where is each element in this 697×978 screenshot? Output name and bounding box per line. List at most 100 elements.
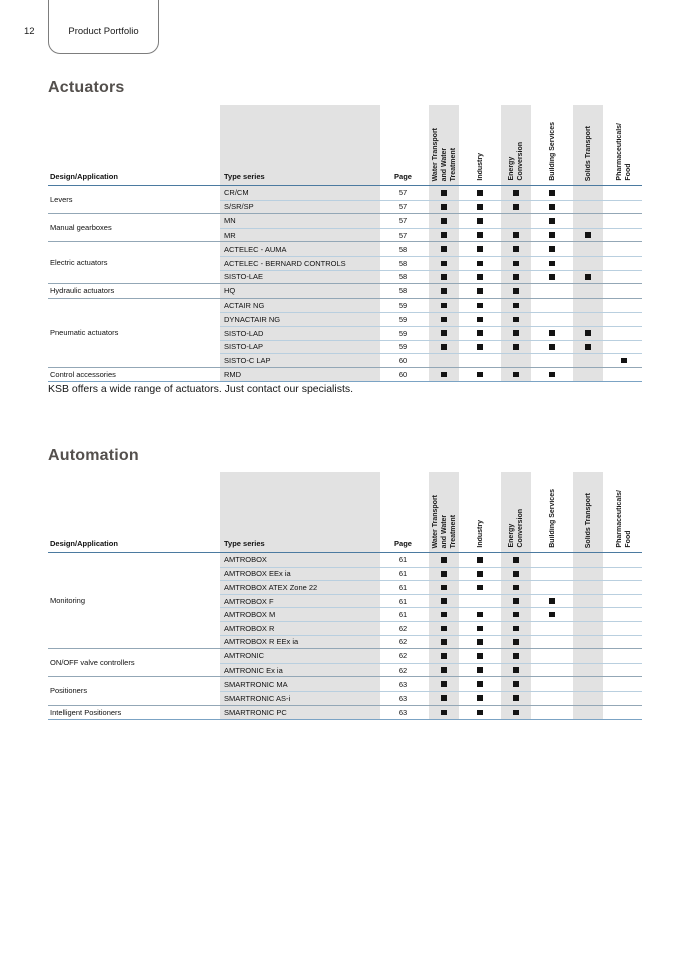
applicability-mark xyxy=(477,639,483,645)
table-row: MN 57 xyxy=(220,214,642,228)
page-cell: 62 xyxy=(398,651,408,661)
category-cell xyxy=(534,229,570,242)
category-cell xyxy=(606,354,642,367)
applicability-mark xyxy=(513,611,519,618)
type-series-cell: ACTELEC - AUMA xyxy=(220,242,380,256)
table-row: RMD 60 xyxy=(220,367,642,382)
table-row: AMTROBOX ATEX Zone 22 61 xyxy=(220,580,642,594)
application-group: Intelligent Positioners SMARTRONIC PC 63 xyxy=(48,705,642,721)
applicability-mark xyxy=(477,274,483,280)
applicability-mark xyxy=(513,204,519,210)
category-header-cell: Pharmaceuticals/ Food xyxy=(606,105,642,185)
page-cell: 58 xyxy=(398,258,408,268)
category-header-label: Energy Conversion xyxy=(508,509,524,548)
category-cell xyxy=(606,553,642,567)
category-cell xyxy=(462,257,498,270)
category-cell xyxy=(534,186,570,200)
applicability-mark xyxy=(441,681,447,687)
category-cell xyxy=(534,341,570,354)
category-header-cell: Industry xyxy=(462,105,498,185)
table-row: DYNACTAIR NG 59 xyxy=(220,312,642,326)
category-cell xyxy=(606,568,642,581)
applicability-mark xyxy=(477,653,483,659)
applicability-mark xyxy=(513,274,519,280)
table-header-row: Design/Application Type series Page Water T… xyxy=(48,105,642,186)
applicability-mark xyxy=(477,204,483,210)
category-cell xyxy=(534,354,570,367)
type-series-cell: SISTO-LAE xyxy=(220,270,380,284)
shaded-column-band xyxy=(573,186,603,200)
design-application-cell: ON/OFF valve controllers xyxy=(50,658,135,668)
page-cell: 58 xyxy=(398,286,408,296)
actuators-note: KSB offers a wide range of actuators. Ju… xyxy=(48,383,354,395)
category-cell xyxy=(426,649,462,663)
shaded-column-band xyxy=(501,472,531,552)
shaded-column-band xyxy=(573,284,603,298)
applicability-mark xyxy=(441,611,447,618)
table-row: SISTO-LAP 59 xyxy=(220,339,642,354)
page-cell: 57 xyxy=(398,188,408,198)
category-cell xyxy=(498,186,534,200)
category-cell xyxy=(498,284,534,298)
category-cell xyxy=(534,553,570,567)
group-rows: AMTROBOX 61 AMTROBOX EEx ia 61 AMTROBOX ATEX… xyxy=(220,553,642,649)
category-cell xyxy=(462,229,498,242)
applicability-mark xyxy=(585,274,591,280)
page-cell: 59 xyxy=(398,328,408,338)
category-header-label: Water Transport and Water Treatment xyxy=(431,127,457,181)
category-cell xyxy=(498,608,534,621)
category-cell xyxy=(606,677,642,691)
shaded-column-band xyxy=(573,553,603,567)
category-cell xyxy=(498,326,534,340)
page-cell: 61 xyxy=(398,596,408,606)
category-cell xyxy=(534,677,570,691)
shaded-column-band xyxy=(573,200,603,214)
page-cell: 61 xyxy=(398,582,408,592)
design-application-cell: Hydraulic actuators xyxy=(50,286,115,296)
category-cell xyxy=(606,242,642,256)
type-series-cell: SMARTRONIC PC xyxy=(220,705,380,720)
design-application-cell: Positioners xyxy=(50,686,88,696)
applicability-mark xyxy=(513,190,519,196)
category-cell xyxy=(534,284,570,298)
category-cell xyxy=(606,664,642,677)
application-group: Electric actuators ACTELEC - AUMA 58 ACTELE… xyxy=(48,242,642,285)
category-cell xyxy=(462,553,498,567)
category-cell xyxy=(570,367,606,382)
table-row: AMTROBOX 61 xyxy=(220,553,642,567)
type-series-cell: ACTELEC - BERNARD CONTROLS xyxy=(220,256,380,270)
category-cell xyxy=(462,608,498,621)
page-cell: 58 xyxy=(398,272,408,282)
category-header-cell: Industry xyxy=(462,472,498,552)
application-group: Positioners SMARTRONIC MA 63 SMARTRONIC AS-… xyxy=(48,677,642,706)
category-cell xyxy=(534,649,570,663)
applicability-mark xyxy=(621,357,627,364)
category-cell xyxy=(570,649,606,663)
applicability-mark xyxy=(513,639,519,645)
applicability-mark xyxy=(477,584,483,591)
type-series-cell: SMARTRONIC MA xyxy=(220,677,380,691)
page-cell: 61 xyxy=(398,555,408,565)
applicability-mark xyxy=(513,302,519,309)
group-rows: MN 57 MR 57 xyxy=(220,214,642,242)
type-series-cell: AMTROBOX F xyxy=(220,594,380,608)
application-group: Manual gearboxes MN 57 MR 57 xyxy=(48,214,642,243)
category-cell xyxy=(570,663,606,677)
category-cell xyxy=(570,270,606,284)
category-cell xyxy=(606,299,642,313)
page-cell: 57 xyxy=(398,216,408,226)
category-cell xyxy=(426,298,462,313)
page-cell: 60 xyxy=(398,355,408,365)
shaded-column-band xyxy=(573,649,603,663)
category-cell xyxy=(462,677,498,691)
category-cell xyxy=(426,635,462,649)
category-cell xyxy=(498,270,534,284)
category-cell xyxy=(462,354,498,367)
table-row: AMTRONIC Ex ia 62 xyxy=(220,662,642,677)
category-cell xyxy=(498,691,534,705)
applicability-mark xyxy=(513,557,519,563)
category-header-cell: Water Transport and Water Treatment xyxy=(426,105,462,185)
category-cell xyxy=(426,228,462,242)
applicability-mark xyxy=(513,260,519,267)
group-rows: HQ 58 xyxy=(220,284,642,298)
